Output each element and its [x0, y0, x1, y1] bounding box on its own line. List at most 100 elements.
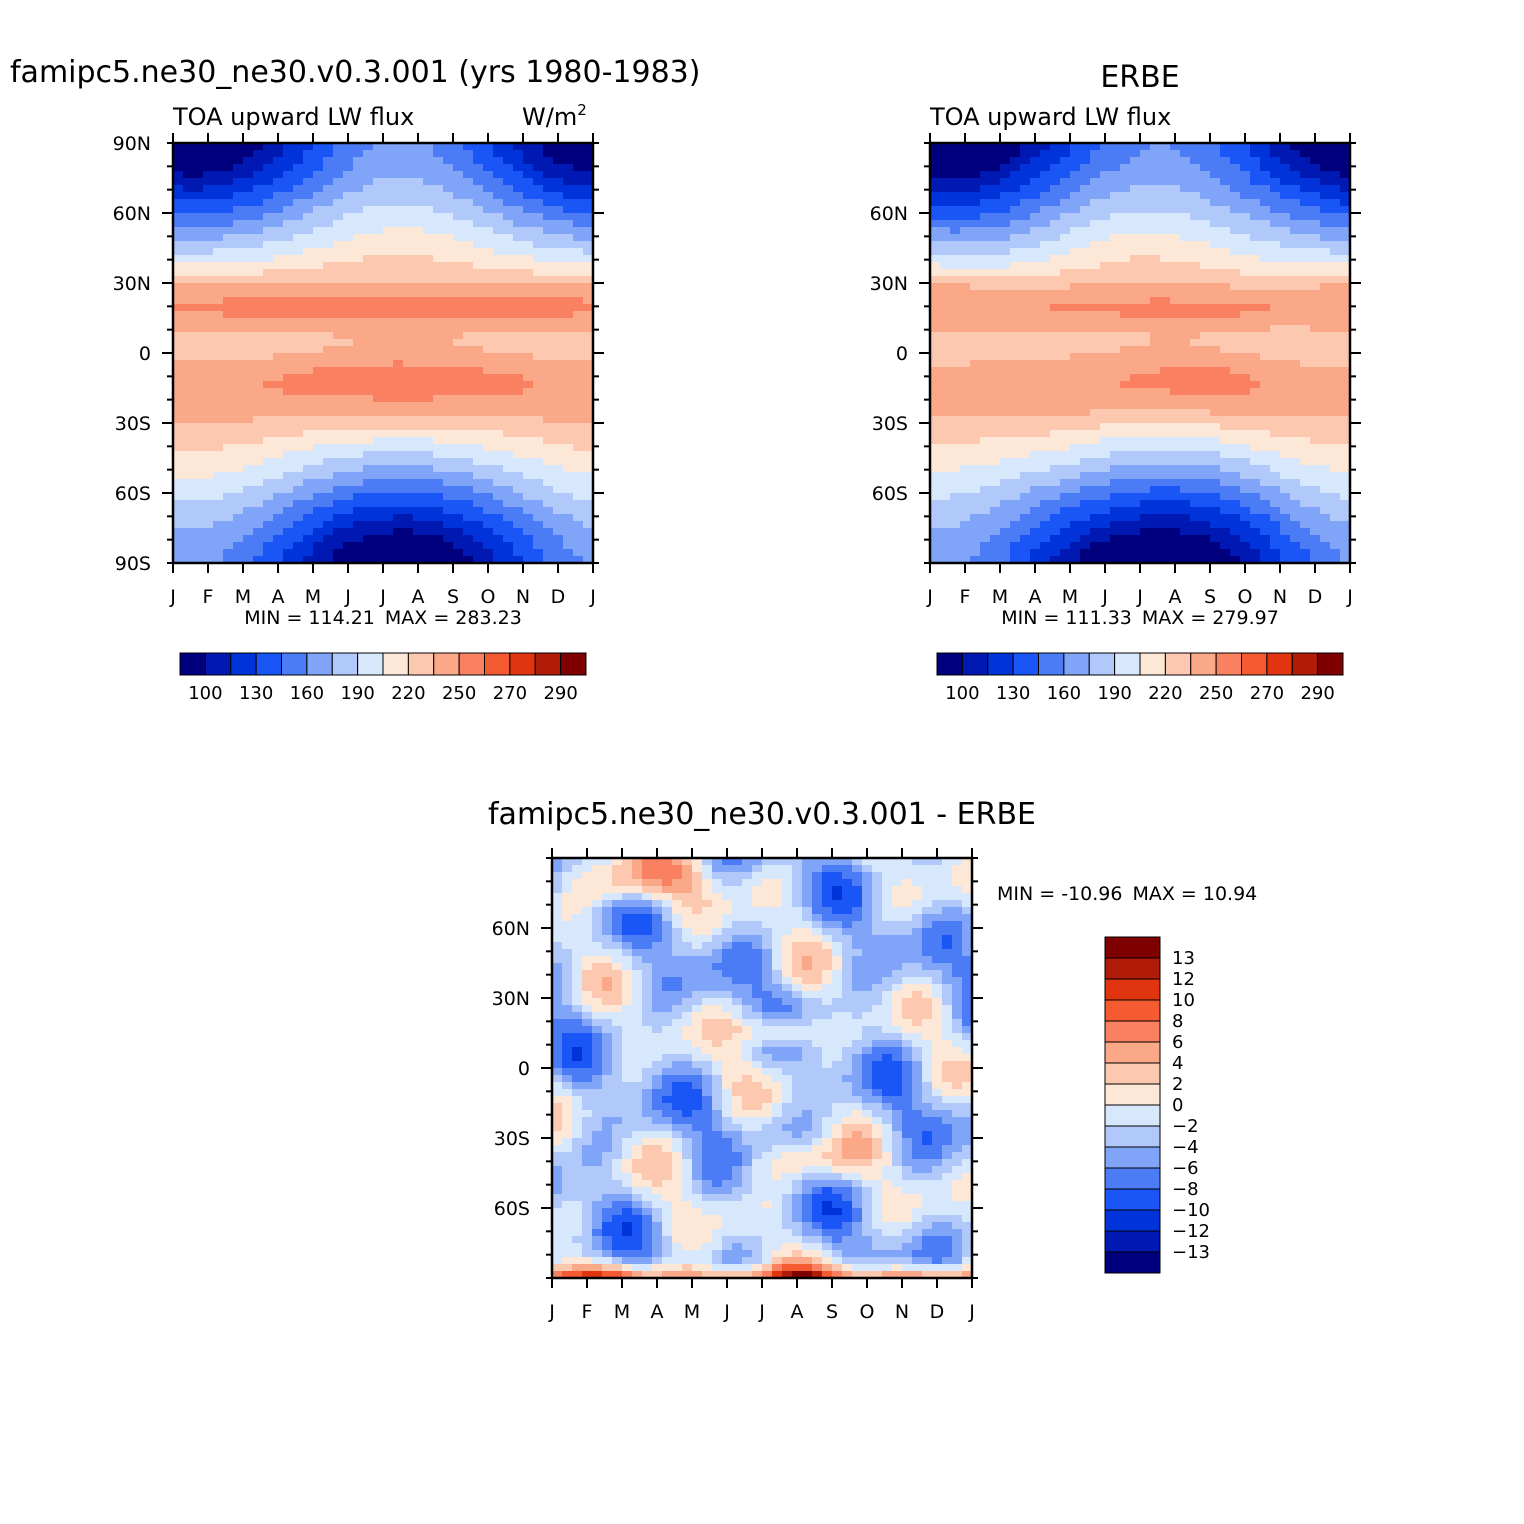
model-field-cell: [373, 458, 384, 466]
model-field-cell: [233, 493, 244, 501]
model-field-cell: [333, 164, 344, 172]
erbe-field-cell: [1170, 493, 1181, 501]
model-field-cell: [503, 402, 514, 410]
erbe-field-cell: [1030, 185, 1041, 193]
model-field-cell: [513, 290, 524, 298]
erbe-field-cell: [1010, 493, 1021, 501]
erbe-field-cell: [1150, 367, 1161, 375]
erbe-field-cell: [1340, 311, 1351, 319]
model-field-cell: [513, 493, 524, 501]
model-field-cell: [313, 234, 324, 242]
model-field-cell: [563, 360, 574, 368]
erbe-field-cell: [1200, 416, 1211, 424]
model-field-cell: [293, 311, 304, 319]
model-field-cell: [523, 521, 534, 529]
model-field-cell: [373, 185, 384, 193]
model-field-cell: [563, 241, 574, 249]
erbe-field-cell: [1290, 458, 1301, 466]
model-field-cell: [553, 269, 564, 277]
model-field-cell: [183, 479, 194, 487]
model-field-cell: [493, 430, 504, 438]
erbe-field-cell: [1040, 437, 1051, 445]
erbe-field-cell: [1170, 164, 1181, 172]
model-field-cell: [323, 458, 334, 466]
erbe-field-cell: [1310, 437, 1321, 445]
erbe-field-cell: [1030, 213, 1041, 221]
model-field-cell: [313, 542, 324, 550]
erbe-field-cell: [1000, 185, 1011, 193]
erbe-field-cell: [1200, 367, 1211, 375]
erbe-field-cell: [1210, 458, 1221, 466]
model-field-cell: [313, 458, 324, 466]
erbe-field-cell: [1090, 325, 1101, 333]
erbe-field-cell: [1270, 171, 1281, 179]
erbe-field-cell: [1050, 388, 1061, 396]
erbe-field-cell: [950, 171, 961, 179]
model-field-cell: [323, 437, 334, 445]
erbe-field-cell: [940, 493, 951, 501]
model-field-cell: [503, 521, 514, 529]
model-field-cell: [183, 311, 194, 319]
erbe-field-cell: [1150, 318, 1161, 326]
erbe-field-cell: [1250, 213, 1261, 221]
erbe-field-cell: [1140, 430, 1151, 438]
erbe-field-cell: [1180, 206, 1191, 214]
erbe-field-cell: [1250, 346, 1261, 354]
model-field-cell: [473, 178, 484, 186]
erbe-field-cell: [940, 318, 951, 326]
model-field-cell: [263, 395, 274, 403]
erbe-field-cell: [1140, 381, 1151, 389]
erbe-field-cell: [1170, 416, 1181, 424]
model-field-cell: [473, 304, 484, 312]
erbe-field-cell: [1270, 409, 1281, 417]
erbe-field-cell: [1280, 353, 1291, 361]
model-field-cell: [303, 255, 314, 263]
erbe-field-cell: [1280, 248, 1291, 256]
erbe-field-cell: [1280, 521, 1291, 529]
erbe-field-cell: [970, 262, 981, 270]
model-field-cell: [553, 164, 564, 172]
erbe-field-cell: [1130, 185, 1141, 193]
model-field-cell: [273, 346, 284, 354]
erbe-field-cell: [1040, 339, 1051, 347]
model-field-cell: [573, 493, 584, 501]
erbe-field-cell: [1140, 325, 1151, 333]
erbe-field-cell: [1140, 248, 1151, 256]
model-field-cell: [423, 241, 434, 249]
erbe-field-cell: [1230, 423, 1241, 431]
erbe-field-cell: [1140, 262, 1151, 270]
model-field-cell: [283, 360, 294, 368]
model-field-cell: [393, 374, 404, 382]
erbe-field-cell: [1210, 367, 1221, 375]
erbe-field-cell: [1290, 157, 1301, 165]
model-field-cell: [503, 220, 514, 228]
model-field-cell: [553, 206, 564, 214]
model-field-cell: [343, 206, 354, 214]
erbe-field-cell: [1130, 430, 1141, 438]
model-field-cell: [383, 535, 394, 543]
model-field-cell: [423, 556, 434, 564]
model-field-cell: [393, 227, 404, 235]
model-field-cell: [323, 283, 334, 291]
model-field-cell: [583, 262, 594, 270]
model-field-cell: [563, 367, 574, 375]
erbe-field-cell: [960, 367, 971, 375]
model-field-cell: [403, 164, 414, 172]
erbe-field-cell: [1180, 276, 1191, 284]
erbe-field-cell: [1150, 185, 1161, 193]
model-field-cell: [373, 444, 384, 452]
erbe-field-cell: [1010, 150, 1021, 158]
model-field-cell: [353, 297, 364, 305]
erbe-field-cell: [1230, 507, 1241, 515]
erbe-field-cell: [1220, 465, 1231, 473]
model-field-cell: [193, 549, 204, 557]
model-field-cell: [573, 227, 584, 235]
model-field-cell: [463, 486, 474, 494]
model-field-cell: [223, 164, 234, 172]
erbe-field-cell: [1180, 199, 1191, 207]
model-field-cell: [293, 535, 304, 543]
erbe-field-cell: [1200, 150, 1211, 158]
model-field-cell: [523, 444, 534, 452]
model-colorbar-label: 270: [493, 683, 527, 704]
model-field-cell: [543, 507, 554, 515]
